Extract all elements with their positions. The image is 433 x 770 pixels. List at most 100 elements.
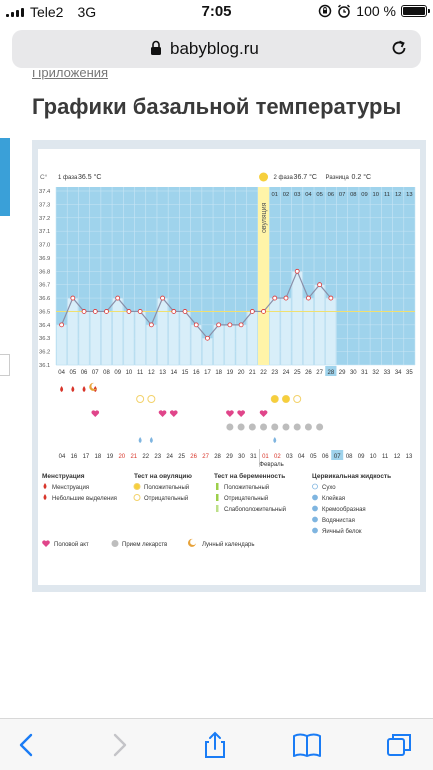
legend-cervical-icon bbox=[312, 516, 318, 523]
legend-item: Слабоположительный bbox=[224, 506, 286, 513]
temperature-point bbox=[126, 309, 132, 314]
temperature-bar bbox=[325, 297, 337, 366]
ovulation-test-negative-icon bbox=[293, 395, 302, 403]
temperature-bar bbox=[123, 311, 135, 366]
orientation-lock-icon bbox=[319, 4, 332, 18]
current-day-highlight bbox=[325, 366, 337, 376]
calendar-date-label: 17 bbox=[83, 454, 90, 460]
y-tick-label: 36.1 bbox=[39, 363, 50, 369]
calendar-date-label: 21 bbox=[130, 454, 137, 460]
medication-icon bbox=[237, 423, 245, 431]
temperature-bar bbox=[89, 311, 101, 366]
phase1-value: 36.5 °С bbox=[78, 173, 101, 181]
temperature-bar bbox=[179, 311, 191, 366]
cervical-drop-icon bbox=[273, 437, 277, 443]
cycle-day-label: 16 bbox=[193, 370, 200, 376]
legend-item: Положительный bbox=[224, 484, 269, 491]
cycle-day-label: 11 bbox=[137, 370, 144, 376]
temperature-bar bbox=[314, 284, 325, 366]
difference-label: Разница bbox=[326, 175, 350, 181]
y-tick-label: 37.4 bbox=[39, 189, 51, 195]
y-tick-label: 37.1 bbox=[39, 229, 50, 235]
address-bar[interactable]: babyblog.ru bbox=[12, 30, 421, 68]
temperature-point bbox=[171, 309, 177, 314]
calendar-date-label: 22 bbox=[142, 454, 149, 460]
calendar-date-label: 28 bbox=[214, 454, 221, 460]
page-content: Приложения Графики базальной температуры… bbox=[0, 70, 433, 718]
medication-icon bbox=[248, 423, 256, 431]
forward-icon[interactable] bbox=[104, 731, 134, 759]
y-tick-label: 36.5 bbox=[39, 309, 50, 315]
legend-item: Отрицательный bbox=[144, 495, 188, 502]
status-right: 100 % bbox=[318, 3, 430, 19]
temperature-point bbox=[137, 309, 143, 314]
legend-circle-icon bbox=[133, 483, 141, 490]
legend-bottom-item: Половой акт bbox=[54, 541, 89, 548]
intercourse-heart-icon bbox=[259, 410, 268, 417]
calendar-date-label: 20 bbox=[118, 454, 125, 460]
calendar-date-label: 11 bbox=[382, 454, 389, 460]
cervical-drop-icon bbox=[149, 437, 153, 443]
legend-drop-icon bbox=[43, 494, 47, 500]
menstruation-drop-icon bbox=[82, 386, 86, 392]
calendar-date-label: 09 bbox=[358, 454, 365, 460]
cycle-day-label: 27 bbox=[316, 370, 323, 376]
breadcrumb[interactable]: Приложения bbox=[32, 70, 109, 80]
ovulation-test-negative-icon bbox=[136, 395, 145, 403]
calendar-date-label: 04 bbox=[298, 454, 305, 460]
calendar-date-label: 06 bbox=[322, 454, 329, 460]
cycle-day-label: 29 bbox=[339, 370, 346, 376]
legend-item: Кремообразная bbox=[322, 507, 366, 513]
cycle-day-label: 30 bbox=[350, 370, 357, 376]
intercourse-heart-icon bbox=[169, 410, 178, 417]
sidebar-banner bbox=[0, 138, 10, 216]
legend-title: Тест на беременность bbox=[214, 472, 285, 480]
temperature-point bbox=[249, 309, 255, 314]
cycle-day-label: 10 bbox=[126, 370, 133, 376]
intercourse-heart-icon bbox=[158, 410, 167, 417]
ovulation-band bbox=[257, 187, 270, 365]
cycle-day-label: 05 bbox=[69, 370, 76, 376]
chart-panel: овуляция С° 37.4 37.3 37.2 37.1 37.0 36.9 36.8 36… bbox=[38, 149, 420, 585]
clock: 7:05 bbox=[201, 3, 232, 20]
ovulation-test-negative-icon bbox=[147, 395, 156, 403]
temperature-point bbox=[182, 309, 188, 314]
calendar-date-label: 16 bbox=[71, 454, 78, 460]
bookmarks-icon[interactable] bbox=[292, 731, 322, 759]
sidebar-input[interactable] bbox=[0, 354, 10, 376]
intercourse-heart-icon bbox=[91, 410, 100, 417]
reload-icon[interactable] bbox=[389, 38, 409, 58]
cycle-day-label: 08 bbox=[103, 370, 110, 376]
legend-bottom-item: Прием лекарств bbox=[122, 542, 167, 548]
legend-cervical-icon bbox=[312, 494, 318, 501]
back-icon[interactable] bbox=[12, 731, 42, 759]
calendar-date-label: 30 bbox=[238, 454, 245, 460]
legend-heart-icon bbox=[42, 540, 50, 547]
phase2-value: 36.7 °С bbox=[294, 173, 317, 181]
temperature-bar bbox=[291, 271, 303, 366]
medication-icon bbox=[304, 423, 312, 431]
calendar-date-label: 07 bbox=[334, 454, 341, 460]
calendar-date-label: 08 bbox=[346, 454, 353, 460]
tabs-icon[interactable] bbox=[384, 731, 414, 759]
phase2-day-label: 03 bbox=[294, 192, 300, 198]
temperature-bar bbox=[235, 324, 247, 366]
calendar-date-label: 24 bbox=[166, 454, 173, 460]
y-tick-label: 36.4 bbox=[39, 323, 51, 329]
legend-title: Тест на овуляцию bbox=[134, 473, 192, 480]
cycle-day-label: 15 bbox=[182, 370, 189, 376]
url-text[interactable]: babyblog.ru bbox=[170, 39, 259, 58]
cycle-day-label: 17 bbox=[204, 370, 211, 376]
cycle-day-label: 18 bbox=[215, 370, 222, 376]
temperature-bar bbox=[168, 311, 180, 366]
share-icon[interactable] bbox=[200, 731, 230, 759]
temperature-bar bbox=[56, 324, 67, 366]
cycle-day-label: 32 bbox=[372, 370, 379, 376]
phase2-label: 2 фаза bbox=[274, 175, 294, 181]
calendar-date-label: 05 bbox=[310, 454, 317, 460]
y-tick-label: 37.0 bbox=[39, 243, 50, 249]
medication-icon bbox=[260, 423, 268, 431]
intercourse-heart-icon bbox=[226, 410, 234, 417]
intercourse-heart-icon bbox=[237, 410, 245, 417]
phase2-day-label: 11 bbox=[384, 192, 390, 198]
